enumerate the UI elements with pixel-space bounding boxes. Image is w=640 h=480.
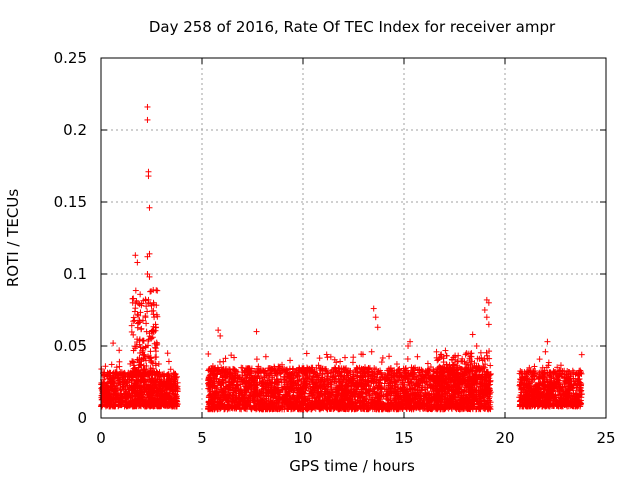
data-point-568 [165, 358, 172, 365]
data-point-645 [114, 377, 121, 384]
data-point-1653 [337, 358, 344, 365]
grid-lines [101, 58, 606, 418]
data-point-760 [116, 358, 123, 365]
data-point-1587 [379, 354, 386, 361]
data-point-670 [152, 380, 159, 387]
data-point-1520 [349, 359, 356, 366]
data-point-409 [102, 363, 109, 370]
data-point-417 [108, 361, 115, 368]
data-points [98, 103, 585, 413]
chart-title: Day 258 of 2016, Rate Of TEC Index for r… [149, 18, 556, 36]
data-point-511 [164, 371, 171, 378]
